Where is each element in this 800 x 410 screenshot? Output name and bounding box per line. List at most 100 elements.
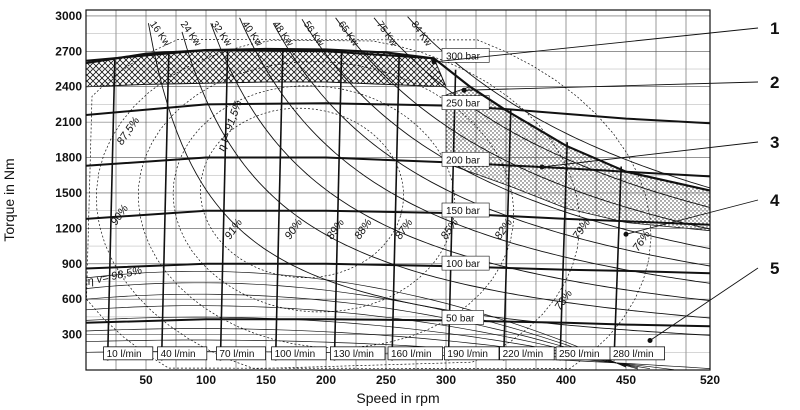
efficiency-label: 85% bbox=[439, 217, 462, 242]
pressure-label: 200 bar bbox=[446, 155, 481, 166]
flow-label-box bbox=[271, 346, 327, 361]
pressure-label-box bbox=[441, 202, 490, 218]
power-label: 65 Kw bbox=[335, 19, 360, 49]
callouts: 1 2 3 4 5 bbox=[431, 19, 780, 343]
y-tick-label: 300 bbox=[62, 328, 82, 342]
flow-label-box bbox=[215, 346, 266, 361]
efficiency-label: 88% bbox=[352, 217, 375, 242]
x-tick-label: 50 bbox=[139, 373, 153, 387]
power-curve bbox=[407, 16, 711, 189]
flow-label: 280 l/min bbox=[613, 349, 654, 360]
flow-label: 220 l/min bbox=[503, 349, 544, 360]
y-tick-label: 900 bbox=[62, 257, 82, 271]
callout-leader bbox=[541, 141, 759, 168]
x-tick-label: 200 bbox=[316, 373, 336, 387]
callout-number: 3 bbox=[770, 133, 779, 152]
power-curve bbox=[373, 17, 711, 208]
power-curve bbox=[210, 23, 711, 302]
flow-label-box bbox=[443, 346, 500, 361]
flow-label: 10 l/min bbox=[107, 349, 142, 360]
pressure-label: 50 bar bbox=[446, 313, 475, 324]
flow-label-box bbox=[103, 346, 154, 361]
power-label: 32 Kw bbox=[209, 19, 234, 49]
efficiency-label: 87% bbox=[393, 217, 416, 242]
x-tick-label: 450 bbox=[616, 373, 636, 387]
callout-leader bbox=[433, 27, 759, 63]
flow-label: 40 l/min bbox=[161, 349, 196, 360]
y-tick-label: 2700 bbox=[55, 44, 82, 58]
x-tick-label: 100 bbox=[196, 373, 216, 387]
x-tick-label: 520 bbox=[700, 373, 720, 387]
flow-label-box bbox=[609, 346, 665, 361]
power-curve bbox=[181, 31, 711, 319]
efficiency-label: 89% bbox=[325, 217, 348, 242]
callout-number: 4 bbox=[770, 191, 780, 210]
pressure-label-box bbox=[441, 151, 490, 167]
efficiency-contour-low bbox=[85, 282, 627, 367]
flow-line bbox=[391, 53, 400, 361]
flow-line bbox=[160, 52, 170, 361]
callout-leader bbox=[625, 199, 759, 235]
grid bbox=[86, 10, 710, 370]
x-tick-label: 400 bbox=[556, 373, 576, 387]
callout-leader bbox=[463, 81, 759, 91]
flow-label: 130 l/min bbox=[333, 349, 374, 360]
y-tick-label: 2400 bbox=[55, 80, 82, 94]
efficiency-label: 91% bbox=[223, 217, 246, 242]
callout-number: 2 bbox=[770, 73, 779, 92]
flow-label-box bbox=[157, 346, 208, 361]
power-label: 24 Kw bbox=[178, 19, 203, 49]
flow-line bbox=[106, 59, 116, 361]
power-label: 56 Kw bbox=[301, 19, 326, 49]
y-tick-label: 1200 bbox=[55, 221, 82, 235]
y-tick-label: 2100 bbox=[55, 115, 82, 129]
flow-label-box bbox=[329, 346, 386, 361]
x-axis-title: Speed in rpm bbox=[356, 390, 439, 406]
flow-label: 190 l/min bbox=[447, 349, 488, 360]
pressure-label: 150 bar bbox=[446, 206, 481, 217]
y-tick-label: 1800 bbox=[55, 151, 82, 165]
flow-line bbox=[333, 51, 343, 361]
callout-number: 5 bbox=[770, 259, 779, 278]
pressure-lines: 300 bar 250 bar 200 bar 150 bar 100 bar 50 ba… bbox=[85, 48, 711, 328]
flow-label-box bbox=[387, 346, 443, 361]
efficiency-label: 82% bbox=[493, 217, 516, 242]
pressure-label-box bbox=[441, 255, 490, 271]
flow-label-box bbox=[499, 346, 555, 361]
pressure-label: 100 bar bbox=[446, 259, 481, 270]
flow-line bbox=[274, 51, 284, 361]
y-tick-label: 3000 bbox=[55, 9, 82, 23]
y-axis-title: Torque in Nm bbox=[1, 158, 17, 241]
efficiency-label: 87,5% bbox=[115, 115, 143, 148]
flow-label: 70 l/min bbox=[219, 349, 254, 360]
efficiency-label: 90% bbox=[283, 217, 306, 242]
flow-label: 160 l/min bbox=[391, 349, 432, 360]
pressure-label: 300 bar bbox=[446, 51, 481, 62]
pressure-label: 250 bar bbox=[446, 99, 481, 110]
max-torque-line bbox=[85, 47, 711, 192]
flow-line bbox=[613, 166, 622, 361]
power-curve bbox=[147, 23, 711, 336]
efficiency-contour-low bbox=[85, 305, 639, 370]
axes: 50 100 150 200 250 300 350 400 450 520 300 600 900 12… bbox=[55, 9, 720, 387]
pressure-line bbox=[85, 49, 435, 62]
callout-number: 1 bbox=[770, 19, 779, 38]
y-tick-label: 600 bbox=[62, 292, 82, 306]
x-tick-label: 250 bbox=[376, 373, 396, 387]
power-label: 75 Kw bbox=[374, 19, 399, 49]
efficiency-contour-low bbox=[85, 293, 627, 367]
plot-frame bbox=[85, 9, 711, 371]
pressure-label-box bbox=[441, 95, 490, 110]
flow-line bbox=[559, 142, 568, 361]
efficiency-contour bbox=[172, 85, 456, 313]
x-tick-label: 150 bbox=[256, 373, 276, 387]
flow-label: 250 l/min bbox=[559, 349, 600, 360]
power-label: 48 Kw bbox=[270, 19, 295, 49]
flow-line bbox=[502, 108, 512, 361]
pressure-line bbox=[85, 318, 711, 328]
callout-leader bbox=[649, 267, 759, 341]
max-torque-curve bbox=[85, 47, 711, 192]
pressure-label-box bbox=[441, 48, 490, 63]
efficiency-contour-low bbox=[85, 270, 627, 368]
